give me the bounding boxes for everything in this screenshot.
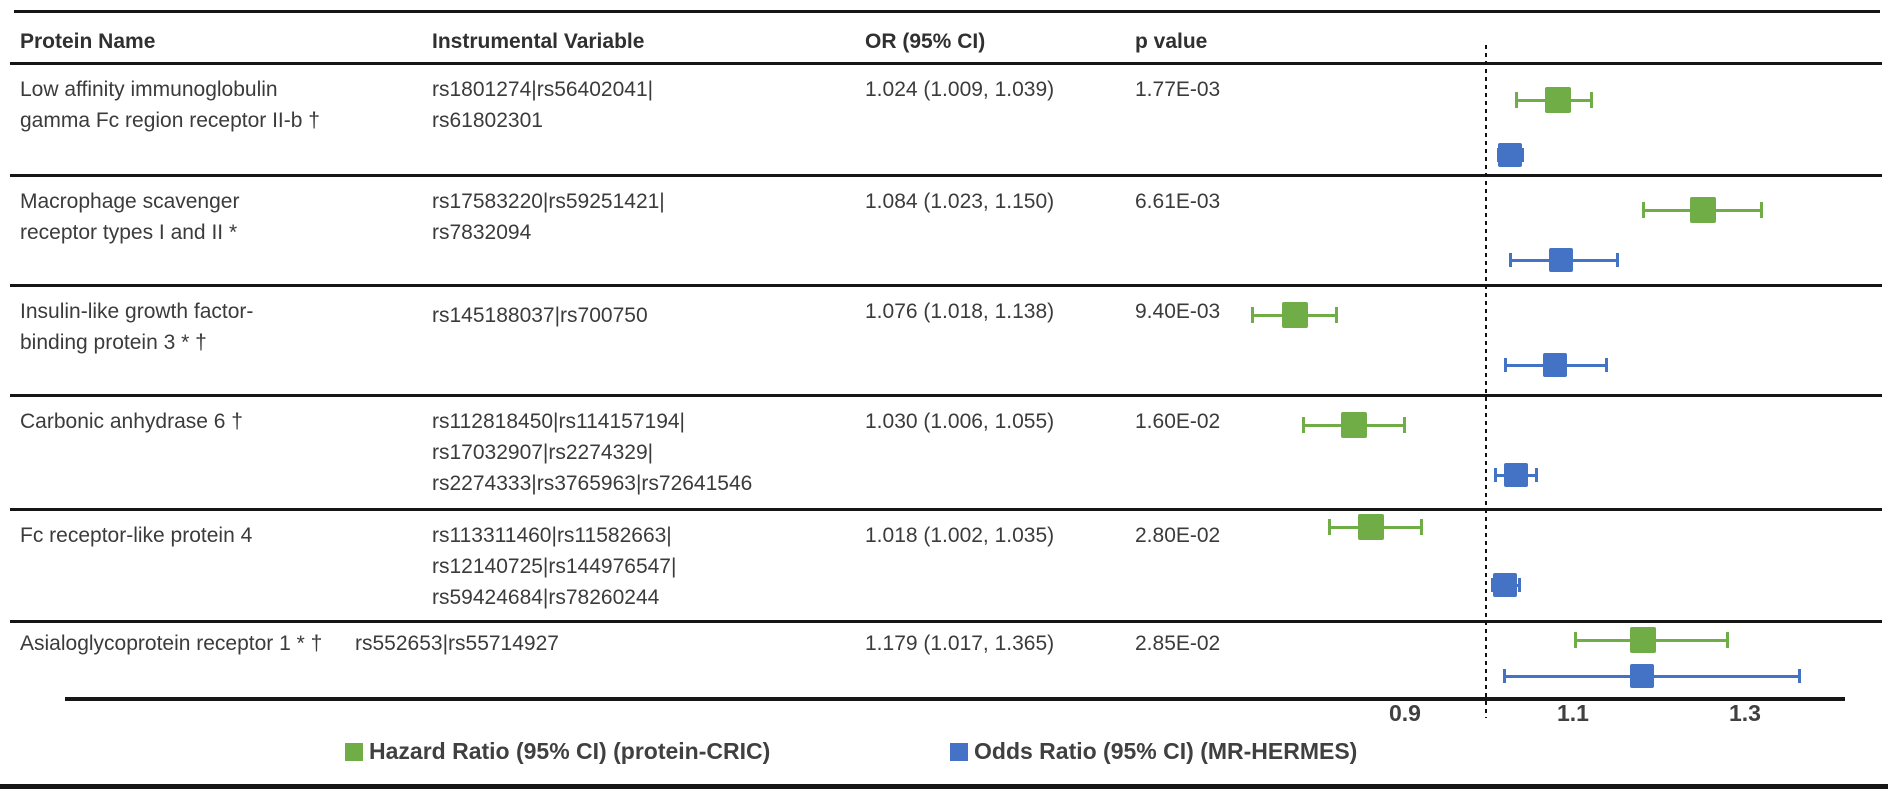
ci-cap-left [1494, 468, 1498, 482]
point-estimate-square [1689, 197, 1716, 223]
column-header-protein: Protein Name [20, 30, 156, 53]
p-value: 2.80E-02 [1135, 524, 1221, 547]
protein-name: Fc receptor-like protein 4 [20, 524, 253, 547]
table-row: Carbonic anhydrase 6 † rs112818450|rs114… [0, 394, 1888, 508]
protein-name: Insulin-like growth factor- binding prot… [20, 300, 254, 354]
ci-cap-right [1615, 253, 1619, 267]
ci-cap-right [1590, 92, 1593, 108]
ci-cap-left [1642, 202, 1645, 218]
ci-cap-left [1504, 358, 1508, 372]
protein-name: Asialoglycoprotein receptor 1 * † [20, 632, 323, 655]
ci-cap-left [1503, 669, 1507, 683]
protein-name: Macrophage scavenger receptor types I an… [20, 190, 240, 244]
x-tick-label: 1.3 [1729, 700, 1761, 726]
point-estimate-square [1630, 664, 1655, 688]
instrumental-variable: rs145188037|rs700750 [432, 304, 648, 327]
point-estimate-square [1545, 87, 1571, 113]
ci-cap-left [1490, 578, 1494, 592]
or-ci-value: 1.076 (1.018, 1.138) [865, 300, 1055, 323]
odds-ratio-swatch-icon [950, 742, 968, 761]
instrumental-variable: rs1801274|rs56402041| rs61802301 [432, 78, 654, 132]
or-ci-value: 1.024 (1.009, 1.039) [865, 78, 1055, 101]
ci-cap-left [1496, 148, 1500, 162]
point-estimate-square [1358, 514, 1384, 540]
row-separator [10, 620, 1882, 623]
point-estimate-square [1503, 463, 1528, 487]
protein-name: Low affinity immunoglobulin gamma Fc reg… [20, 78, 320, 132]
ci-cap-left [1514, 92, 1518, 108]
p-value: 9.40E-03 [1135, 300, 1221, 323]
figure-bottom-line [0, 784, 1888, 789]
table-row: Low affinity immunoglobulin gamma Fc reg… [0, 62, 1888, 174]
instrumental-variable: rs113311460|rs11582663| rs12140725|rs144… [432, 524, 677, 609]
ci-cap-right [1760, 202, 1763, 218]
ci-cap-right [1726, 632, 1729, 648]
table-header-row: Protein Name Instrumental Variable OR (9… [0, 10, 1888, 62]
instrumental-variable: rs552653|rs55714927 [355, 632, 559, 655]
p-value: 6.61E-03 [1135, 190, 1221, 213]
column-header-iv: Instrumental Variable [432, 30, 645, 53]
p-value: 2.85E-02 [1135, 632, 1221, 655]
ci-cap-right [1605, 358, 1609, 372]
or-ci-value: 1.030 (1.006, 1.055) [865, 410, 1055, 433]
point-estimate-square [1493, 573, 1518, 597]
point-estimate-square [1549, 248, 1574, 272]
point-estimate-square [1542, 353, 1567, 377]
instrumental-variable: rs112818450|rs114157194| rs17032907|rs22… [432, 410, 753, 495]
legend-label: Hazard Ratio (95% CI) (protein-CRIC) [369, 738, 771, 764]
row-separator [10, 394, 1882, 397]
x-tick-label: 1.1 [1557, 700, 1589, 726]
legend-item-hazard-ratio: Hazard Ratio (95% CI) (protein-CRIC) [345, 738, 770, 765]
row-separator [10, 508, 1882, 511]
column-header-or: OR (95% CI) [865, 30, 986, 53]
ci-cap-right [1517, 578, 1521, 592]
ci-cap-right [1420, 519, 1423, 535]
point-estimate-square [1341, 412, 1367, 438]
null-reference-dotted-line [1485, 45, 1487, 718]
p-value: 1.77E-03 [1135, 78, 1221, 101]
table-row: Insulin-like growth factor- binding prot… [0, 284, 1888, 394]
legend-item-odds-ratio: Odds Ratio (95% CI) (MR-HERMES) [950, 738, 1357, 765]
row-separator [10, 284, 1882, 287]
ci-cap-right [1534, 468, 1538, 482]
ci-cap-right [1798, 669, 1802, 683]
table-row: Macrophage scavenger receptor types I an… [0, 174, 1888, 284]
ci-cap-right [1521, 148, 1525, 162]
ci-cap-right [1403, 417, 1406, 433]
p-value: 1.60E-02 [1135, 410, 1221, 433]
column-header-p: p value [1135, 30, 1208, 53]
ci-cap-left [1302, 417, 1305, 433]
top-border-line [14, 10, 1880, 13]
header-separator-line [10, 62, 1882, 65]
row-separator [10, 174, 1882, 177]
point-estimate-square [1498, 143, 1523, 167]
point-estimate-square [1281, 302, 1308, 328]
point-estimate-square [1630, 627, 1656, 653]
ci-cap-left [1508, 253, 1512, 267]
protein-name: Carbonic anhydrase 6 † [20, 410, 243, 433]
ci-cap-left [1574, 632, 1577, 648]
bottom-axis-line [65, 697, 1845, 701]
or-ci-value: 1.084 (1.023, 1.150) [865, 190, 1055, 213]
ci-cap-left [1251, 307, 1254, 323]
x-tick-label: 0.9 [1389, 700, 1421, 726]
ci-cap-right [1335, 307, 1338, 323]
or-ci-value: 1.018 (1.002, 1.035) [865, 524, 1055, 547]
table-row: Asialoglycoprotein receptor 1 * † rs5526… [0, 620, 1888, 697]
instrumental-variable: rs17583220|rs59251421| rs7832094 [432, 190, 665, 244]
hazard-ratio-swatch-icon [345, 742, 363, 761]
table-row: Fc receptor-like protein 4 rs113311460|r… [0, 508, 1888, 620]
legend-label: Odds Ratio (95% CI) (MR-HERMES) [974, 738, 1358, 764]
ci-cap-left [1327, 519, 1331, 535]
or-ci-value: 1.179 (1.017, 1.365) [865, 632, 1055, 655]
